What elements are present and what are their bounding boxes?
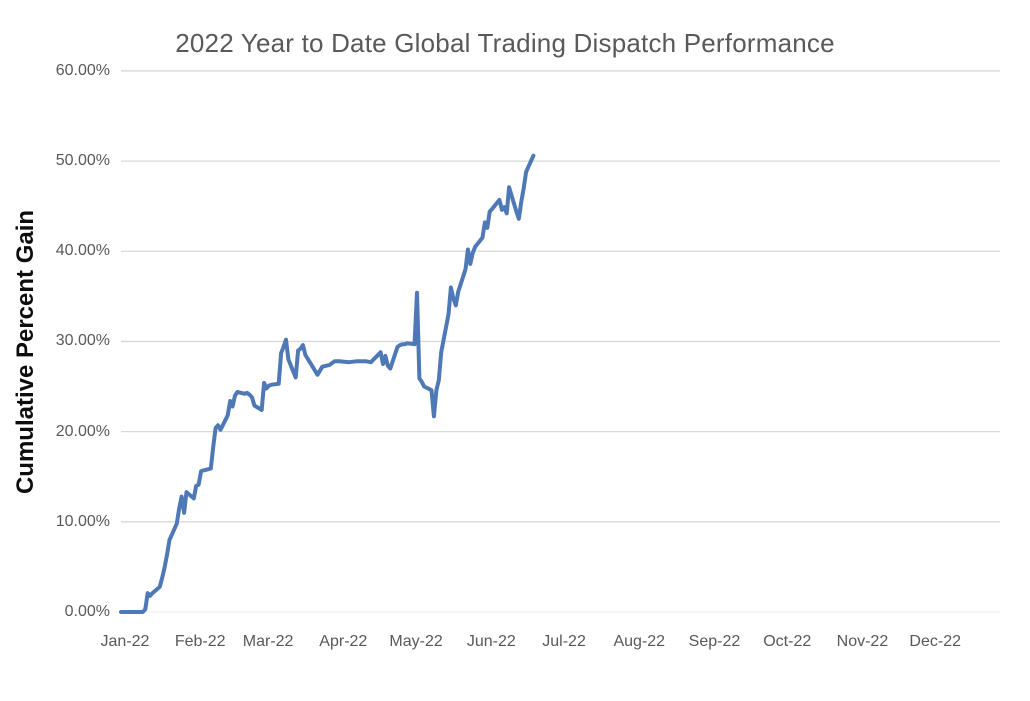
series-line (119, 153, 536, 614)
x-tick-label: Mar-22 (242, 633, 294, 650)
y-tick-label: 30.00% (55, 332, 110, 350)
x-tick-label: Nov-22 (836, 633, 889, 650)
y-tick-label: 50.00% (55, 152, 110, 170)
x-tick-label: Apr-22 (319, 633, 368, 650)
x-tick-label: Jul-22 (542, 633, 586, 650)
x-tick-label: Jun-22 (466, 633, 516, 650)
y-tick-label: 0.00% (64, 603, 110, 620)
x-tick-label: Sep-22 (688, 633, 741, 650)
x-tick-label: Aug-22 (613, 633, 666, 650)
x-tick-label: Jan-22 (100, 633, 150, 650)
x-tick-label: May-22 (389, 633, 443, 650)
x-tick-label: Feb-22 (174, 633, 226, 650)
chart-title: 2022 Year to Date Global Trading Dispatc… (175, 28, 835, 58)
y-tick-label: 60.00% (55, 61, 110, 79)
y-tick-label: 40.00% (55, 242, 110, 260)
y-tick-label: 10.00% (55, 512, 110, 530)
y-tick-label: 20.00% (55, 422, 110, 440)
gridlines (121, 70, 1000, 613)
x-tick-label: Dec-22 (909, 633, 961, 650)
x-tick-label: Oct-22 (763, 633, 812, 650)
y-axis-title: Cumulative Percent Gain (12, 209, 39, 495)
